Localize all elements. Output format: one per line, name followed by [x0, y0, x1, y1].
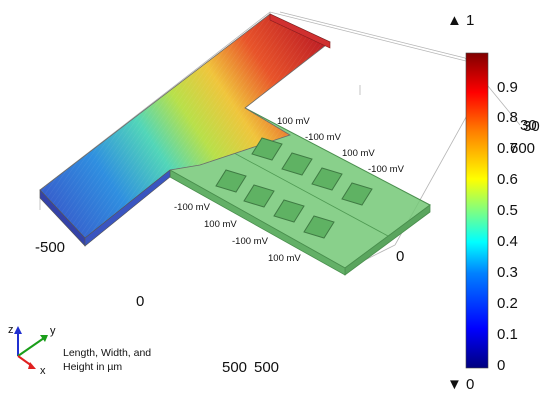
colorbar-tick-label: 0.2 — [497, 295, 518, 312]
axis-tick-label: 0 — [396, 248, 404, 265]
colorbar-tick-label: 0.7 — [497, 140, 518, 157]
voltage-label: -100 mV — [232, 236, 269, 247]
voltage-label: -100 mV — [305, 132, 342, 143]
colorbar-tick-label: 0.9 — [497, 79, 518, 96]
z-axis-arrowhead — [14, 326, 22, 334]
voltage-label: 100 mV — [277, 116, 310, 127]
voltage-labels: 100 mV -100 mV 100 mV -100 mV -100 mV 10… — [174, 116, 405, 264]
units-caption-line1: Length, Width, and — [63, 347, 151, 359]
device-body-hatch — [40, 14, 330, 238]
colorbar-max-label: ▲ 1 — [447, 12, 474, 29]
device-body-left-edge — [84, 169, 171, 247]
axis-tick-label: 600 — [510, 140, 535, 157]
voltage-label: -100 mV — [368, 164, 405, 175]
axis-tick-label: 0 — [136, 293, 144, 310]
colorbar-tick-label: 0.8 — [497, 109, 518, 126]
axis-tick-label: 30 — [523, 118, 540, 135]
voltage-label: 100 mV — [204, 219, 237, 230]
y-axis-arrowhead — [40, 335, 48, 342]
colorbar-tick-label: 0 — [497, 357, 505, 374]
axis-tick-label: -500 — [35, 239, 65, 256]
axis-tick-label: 500 — [254, 359, 279, 376]
colorbar-tick-label: 0.6 — [497, 171, 518, 188]
colorbar-gradient — [465, 52, 489, 369]
colorbar-tick-label: 0.1 — [497, 326, 518, 343]
electrode-pads — [215, 137, 373, 239]
x-axis-label: x — [40, 365, 46, 377]
z-axis-label: z — [8, 324, 14, 336]
colorbar-tick-label: 0.3 — [497, 264, 518, 281]
colorbar-tick-label: 0.5 — [497, 202, 518, 219]
x-axis-arrowhead — [28, 362, 36, 369]
electrode-pad — [303, 215, 335, 239]
device-body-top-edge — [269, 13, 331, 49]
colorbar-tick-label: 0.4 — [497, 233, 518, 250]
electrode-pad — [251, 137, 283, 161]
axis-tick-labels: -500 0 500 500 0 30 30 600 — [35, 117, 540, 376]
y-axis-label: y — [50, 325, 56, 337]
voltage-label: -100 mV — [174, 202, 211, 213]
electrode-pad — [215, 169, 247, 193]
voltage-label: 100 mV — [268, 253, 301, 264]
voltage-label: 100 mV — [342, 148, 375, 159]
electrode-pad — [281, 152, 313, 176]
axis-triad: z y x Length, Width, and Height in µm — [8, 324, 151, 377]
electrode-pad — [311, 167, 343, 191]
units-caption-line2: Height in µm — [63, 361, 122, 373]
colorbar-min-label: ▼ 0 — [447, 376, 474, 393]
colorbar: ▲ 1 0.9 0.8 0.7 0.6 0.5 0.4 0.3 0.2 0.1 … — [447, 12, 518, 393]
electrode-pad — [341, 182, 373, 206]
colorbar-ticks: 0.9 0.8 0.7 0.6 0.5 0.4 0.3 0.2 0.1 0 — [497, 79, 518, 374]
electrode-pad — [273, 199, 305, 223]
device-geometry — [39, 13, 431, 276]
axis-tick-label: 500 — [222, 359, 247, 376]
device-midline — [209, 139, 389, 237]
y-axis-arrow — [17, 337, 45, 357]
axis-tick-label: 30 — [520, 117, 537, 134]
electrode-pad — [243, 184, 275, 208]
